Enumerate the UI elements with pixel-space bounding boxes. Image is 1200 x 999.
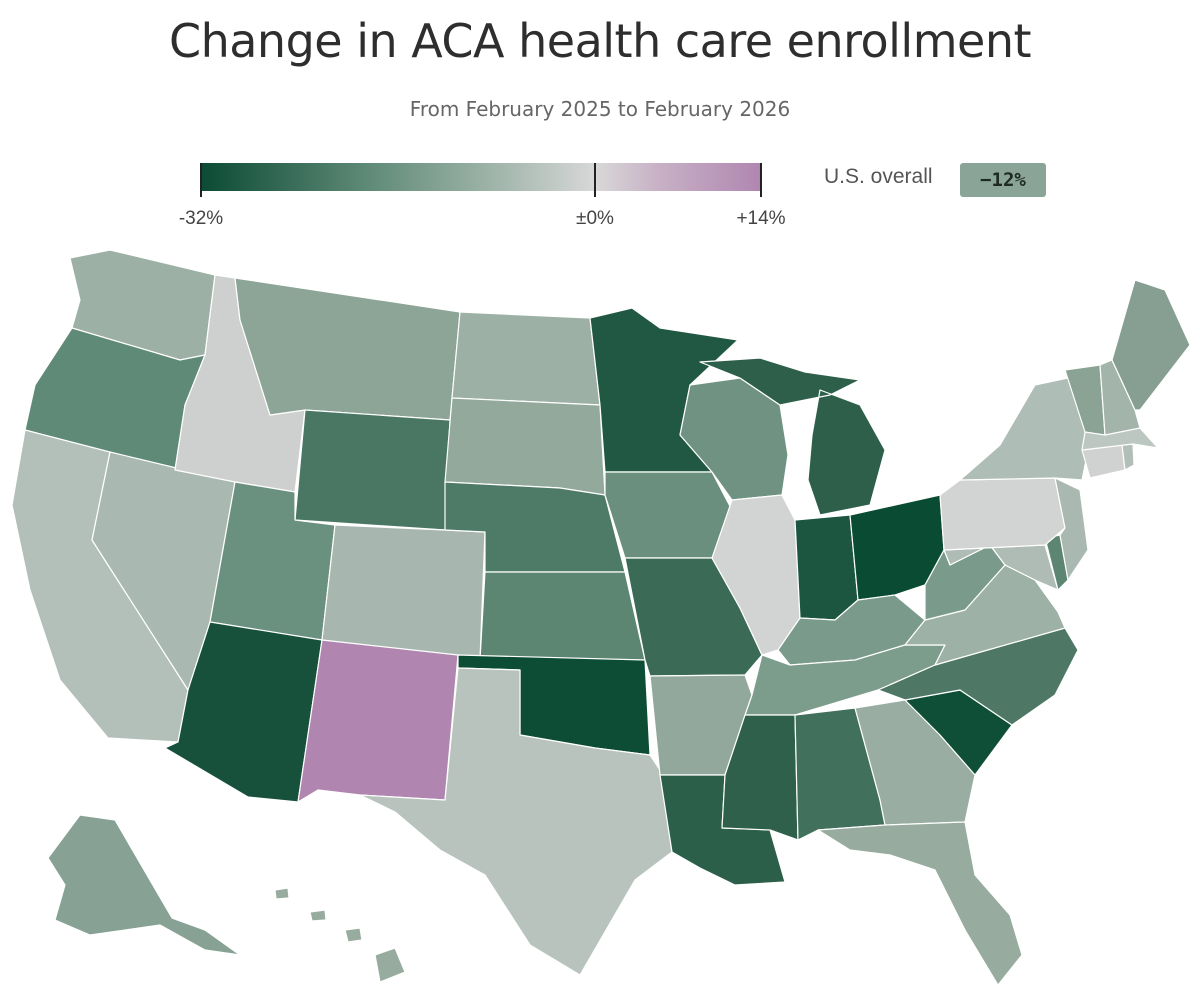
chart-subtitle: From February 2025 to February 2026	[409, 97, 791, 121]
legend-tick-zero	[594, 163, 596, 197]
legend-mid-label: ±0%	[576, 208, 614, 229]
state-hawaii-maui[interactable]	[344, 927, 363, 943]
state-maryland[interactable]	[943, 544, 1059, 591]
color-legend: -32% ±0% +14%	[170, 160, 810, 240]
state-connecticut[interactable]	[1081, 444, 1126, 479]
state-new-york[interactable]	[959, 374, 1091, 481]
state-texas[interactable]	[359, 667, 673, 976]
state-new-jersey[interactable]	[1054, 477, 1089, 581]
state-montana[interactable]	[234, 277, 461, 421]
state-new-hampshire[interactable]	[1099, 359, 1141, 436]
legend-tick-max	[760, 163, 762, 197]
us-overall-label: U.S. overall	[824, 165, 933, 188]
state-new-mexico[interactable]	[297, 639, 459, 803]
state-florida[interactable]	[817, 821, 1023, 986]
state-michigan[interactable]	[699, 357, 886, 516]
state-hawaii-oahu[interactable]	[309, 909, 327, 922]
state-colorado[interactable]	[321, 524, 486, 661]
state-hawaii-island[interactable]	[374, 947, 406, 983]
state-alaska[interactable]	[47, 814, 241, 956]
legend-max-label: +14%	[736, 208, 786, 229]
chart-title: Change in ACA health care enrollment	[168, 14, 1032, 68]
legend-color-ramp	[200, 163, 761, 191]
state-indiana[interactable]	[794, 514, 859, 621]
state-iowa[interactable]	[604, 471, 733, 559]
us-overall-value-badge: −12%	[960, 163, 1046, 197]
state-north-dakota[interactable]	[451, 311, 601, 406]
state-wyoming[interactable]	[294, 409, 451, 531]
state-pennsylvania[interactable]	[939, 477, 1066, 551]
legend-tick-min	[200, 163, 202, 197]
state-kansas[interactable]	[479, 571, 646, 661]
state-hawaii-kauai[interactable]	[274, 887, 290, 900]
legend-min-label: -32%	[178, 208, 224, 229]
state-maine[interactable]	[1111, 279, 1191, 411]
state-south-dakota[interactable]	[444, 397, 606, 496]
